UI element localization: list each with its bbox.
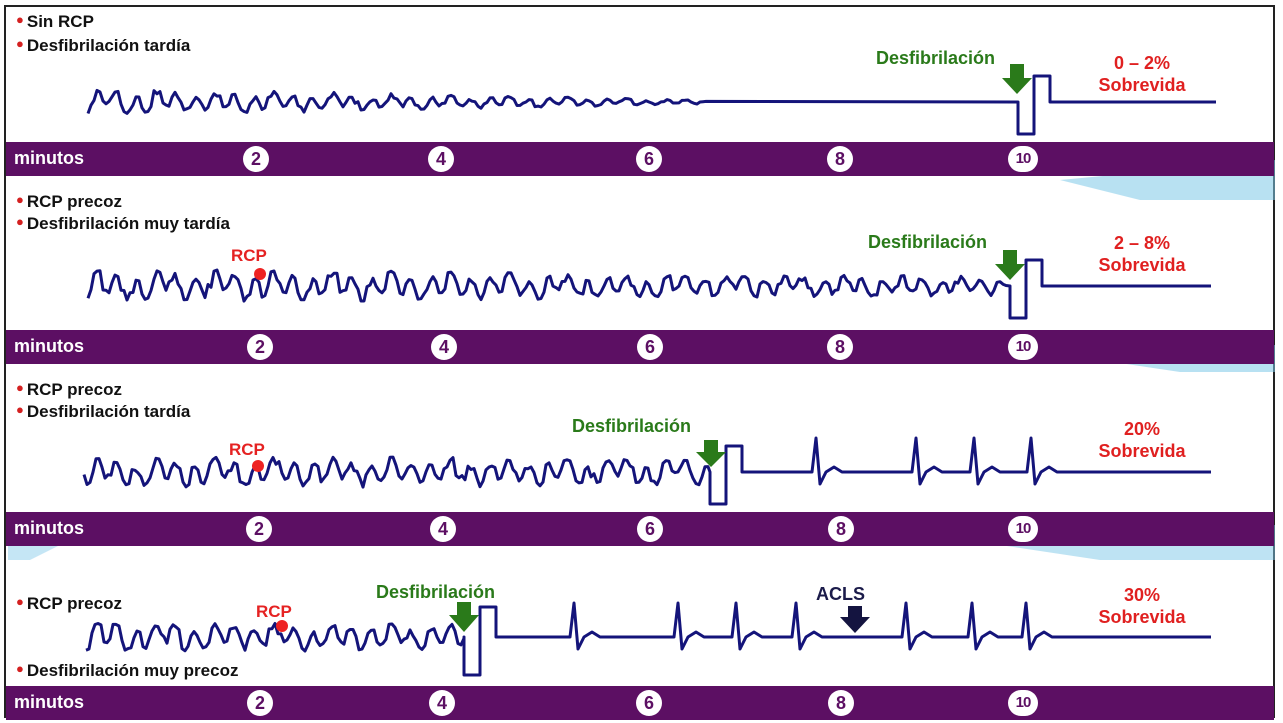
timeline-bar: minutos 2 4 6 8 10: [6, 142, 1274, 176]
survival-rate: 20% Sobrevida: [1072, 418, 1212, 462]
time-tick: 10: [1008, 334, 1038, 360]
time-tick: 4: [429, 690, 455, 716]
time-tick: 6: [636, 146, 662, 172]
bullet-dot-icon: ●: [16, 661, 24, 676]
acls-arrow-icon: [840, 606, 870, 633]
bullet-text: RCP precoz: [26, 380, 122, 399]
time-tick: 8: [828, 516, 854, 542]
survival-value: 0 – 2%: [1113, 53, 1171, 73]
time-tick: 10: [1008, 516, 1038, 542]
survival-rate: 30% Sobrevida: [1072, 584, 1212, 628]
scenario-panel-1: ● Sin RCP ● Desfibrilación tardía Desfibri…: [6, 8, 1274, 188]
cpr-label: RCP: [256, 602, 292, 621]
time-tick: 4: [430, 516, 456, 542]
time-tick: 6: [636, 690, 662, 716]
survival-rate: 0 – 2% Sobrevida: [1072, 52, 1212, 96]
defibrillation-label: Desfibrilación: [376, 582, 496, 602]
ecg-trace: [86, 64, 1216, 136]
timeline-axis-label: minutos: [14, 692, 84, 712]
survival-label: Sobrevida: [1098, 255, 1186, 275]
acls-label: ACLS: [816, 584, 865, 604]
time-tick: 2: [247, 690, 273, 716]
ecg-trace: [82, 436, 1211, 506]
time-tick: 2: [247, 334, 273, 360]
time-tick: 2: [246, 516, 272, 542]
defibrillation-label: Desfibrilación: [868, 232, 988, 252]
timeline-axis-label: minutos: [14, 518, 84, 538]
cpr-marker: [276, 620, 288, 632]
bullet-text: Desfibrilación muy tardía: [26, 214, 230, 233]
time-tick: 6: [637, 334, 663, 360]
defibrillation-label: Desfibrilación: [572, 416, 692, 436]
time-tick: 4: [428, 146, 454, 172]
time-tick: 2: [243, 146, 269, 172]
bullet-dot-icon: ●: [16, 380, 24, 395]
bullet-item: ● RCP precoz: [16, 594, 122, 614]
time-tick: 8: [827, 146, 853, 172]
survival-value: 20%: [1123, 419, 1161, 439]
scenario-panel-3: ● RCP precoz ● Desfibrilación tardía RCP D…: [6, 376, 1274, 546]
bullet-dot-icon: ●: [16, 214, 24, 229]
survival-label: Sobrevida: [1098, 441, 1186, 461]
bullet-text: Desfibrilación tardía: [26, 36, 191, 55]
timeline-bar: minutos 2 4 6 8 10: [6, 330, 1274, 364]
bullet-item: ● Desfibrilación tardía: [16, 402, 190, 422]
defibrillation-label: Desfibrilación: [876, 48, 996, 68]
bullet-dot-icon: ●: [16, 594, 24, 609]
survival-rate: 2 – 8% Sobrevida: [1072, 232, 1212, 276]
time-tick: 10: [1008, 690, 1038, 716]
bullet-item: ● Desfibrilación muy tardía: [16, 214, 230, 234]
cpr-label: RCP: [231, 246, 267, 265]
cpr-marker: [254, 268, 266, 280]
time-tick: 8: [827, 334, 853, 360]
time-tick: 4: [431, 334, 457, 360]
bullet-dot-icon: ●: [16, 192, 24, 207]
bullet-item: ● Desfibrilación tardía: [16, 36, 190, 56]
time-tick: 8: [828, 690, 854, 716]
scenario-panel-4: ● RCP precoz ● Desfibrilación muy precoz R…: [6, 562, 1274, 720]
bullet-text: Desfibrilación tardía: [26, 402, 191, 421]
time-tick: 6: [637, 516, 663, 542]
timeline-axis-label: minutos: [14, 148, 84, 168]
survival-label: Sobrevida: [1098, 75, 1186, 95]
bullet-text: RCP precoz: [26, 594, 122, 613]
bullet-text: Sin RCP: [26, 12, 94, 31]
survival-label: Sobrevida: [1098, 607, 1186, 627]
defib-arrow-icon: [449, 602, 479, 632]
timeline-bar: minutos 2 4 6 8 10: [6, 686, 1274, 720]
bullet-item: ● Sin RCP: [16, 12, 94, 32]
defib-arrow-icon: [995, 250, 1025, 280]
survival-value: 30%: [1123, 585, 1161, 605]
bullet-dot-icon: ●: [16, 402, 24, 417]
ecg-trace: [85, 601, 1211, 677]
cpr-label: RCP: [229, 440, 265, 459]
bullet-item: ● RCP precoz: [16, 192, 122, 212]
bullet-dot-icon: ●: [16, 36, 24, 51]
timeline-axis-label: minutos: [14, 336, 84, 356]
time-tick: 10: [1008, 146, 1038, 172]
scenario-panel-2: ● RCP precoz ● Desfibrilación muy tardía R…: [6, 188, 1274, 368]
bullet-item: ● RCP precoz: [16, 380, 122, 400]
survival-value: 2 – 8%: [1113, 233, 1171, 253]
timeline-bar: minutos 2 4 6 8 10: [6, 512, 1274, 546]
bullet-dot-icon: ●: [16, 12, 24, 27]
ecg-trace: [86, 250, 1211, 320]
bullet-text: Desfibrilación muy precoz: [26, 661, 239, 680]
defib-arrow-icon: [1002, 64, 1032, 94]
defib-arrow-icon: [696, 440, 726, 467]
cpr-marker: [252, 460, 264, 472]
bullet-text: RCP precoz: [26, 192, 122, 211]
bullet-item: ● Desfibrilación muy precoz: [16, 661, 238, 681]
